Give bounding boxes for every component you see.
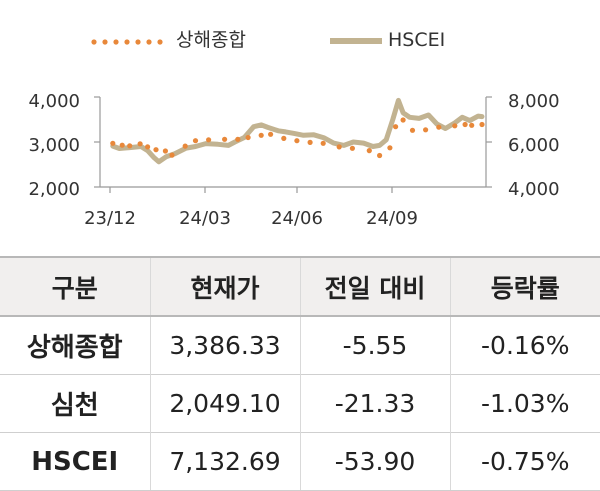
row-name: HSCEI [0,432,150,491]
row-name: 상해종합 [0,315,150,375]
series-shanghai-point [436,124,442,130]
x-tick-23-12: 23/12 [84,208,136,229]
series-hscei-path [110,97,485,165]
legend-label-shanghai: 상해종합 [176,29,246,51]
series-shanghai-point [423,127,429,133]
y-left-tick-4000: 4,000 [28,91,80,112]
x-tick-24-06: 24/06 [271,208,323,229]
legend-dot [146,39,152,45]
series-shanghai-point [281,135,287,141]
header-change-rate: 등락률 [449,256,600,317]
legend-dot [113,39,119,45]
series-shanghai-point [153,147,159,153]
series-shanghai-point [349,145,355,151]
series-shanghai-point [145,144,151,150]
header-category: 구분 [0,256,150,317]
row-pct: -1.03% [449,374,600,433]
legend-dots-shanghai [91,39,163,45]
y-right-tick-labels: 8,000 6,000 4,000 [508,91,560,200]
y-right-tick-6000: 6,000 [508,135,560,156]
header-change: 전일 대비 [299,256,450,317]
series-shanghai-point [294,138,300,144]
series-shanghai-point [245,134,251,141]
series-shanghai-point [137,141,143,147]
row-pct: -0.75% [449,432,600,491]
series-shanghai-point [258,132,264,138]
series-shanghai-point [387,145,393,151]
series-shanghai-point [393,124,399,130]
row-price: 3,386.33 [149,315,300,375]
series-shanghai-dots [110,117,485,159]
series-shanghai-point [336,144,342,150]
dual-axis-line-chart: 상해종합 HSCEI 4,000 3,000 2,000 8,000 6,000… [28,29,560,229]
axes [94,96,492,193]
series-shanghai-point [169,152,175,158]
series-shanghai-point [268,131,274,137]
row-change: -53.90 [299,432,450,491]
row-change: -21.33 [299,374,450,433]
y-left-tick-3000: 3,000 [28,135,80,156]
series-shanghai-point [119,142,125,148]
legend-hscei: HSCEI [330,29,445,51]
axis-ticks [94,96,492,193]
legend-dot [91,39,97,45]
series-shanghai-point [182,143,188,149]
series-shanghai-point [452,123,458,129]
table-header-row: 구분 현재가 전일 대비 등락률 [0,256,600,317]
table-row: 상해종합 3,386.33 -5.55 -0.16% [0,315,600,375]
legend: 상해종합 HSCEI [91,29,445,51]
x-tick-labels: 23/12 24/03 24/06 24/09 [84,208,418,229]
row-pct: -0.16% [449,315,600,375]
series-shanghai-point [222,136,228,142]
legend-shanghai: 상해종합 [91,29,246,51]
y-right-tick-8000: 8,000 [508,91,560,112]
legend-dot [157,39,163,45]
y-right-tick-4000: 4,000 [508,179,560,200]
series-shanghai-point [377,152,383,159]
table-row: HSCEI 7,132.69 -53.90 -0.75% [0,432,600,491]
row-price: 7,132.69 [149,432,300,491]
quote-table: 구분 현재가 전일 대비 등락률 상해종합 3,386.33 -5.55 -0.… [0,256,600,491]
series-shanghai-point [400,117,406,123]
series-shanghai-point [366,148,372,154]
series-shanghai-point [235,136,241,142]
series-shanghai-point [162,148,168,154]
legend-dot [102,39,108,45]
row-change: -5.55 [299,315,450,375]
series-hscei-line [110,97,485,165]
row-name: 심천 [0,374,150,433]
series-shanghai-point [127,143,133,149]
series-shanghai-point [192,138,199,144]
x-tick-24-03: 24/03 [179,208,231,229]
series-shanghai-point [206,137,212,143]
series-shanghai-point [110,140,116,146]
x-tick-24-09: 24/09 [366,208,418,229]
y-left-tick-2000: 2,000 [28,179,80,200]
legend-dot [124,39,130,45]
series-shanghai-point [320,140,326,146]
table-row: 심천 2,049.10 -21.33 -1.03% [0,374,600,433]
legend-dot [135,39,141,45]
y-left-tick-labels: 4,000 3,000 2,000 [28,91,80,200]
series-shanghai-point [479,121,485,128]
series-shanghai-point [469,122,475,128]
series-shanghai-point [409,127,416,133]
row-price: 2,049.10 [149,374,300,433]
legend-label-hscei: HSCEI [388,29,445,51]
series-shanghai-point [307,139,313,145]
series-shanghai-point [462,121,468,128]
header-current-price: 현재가 [149,256,300,317]
